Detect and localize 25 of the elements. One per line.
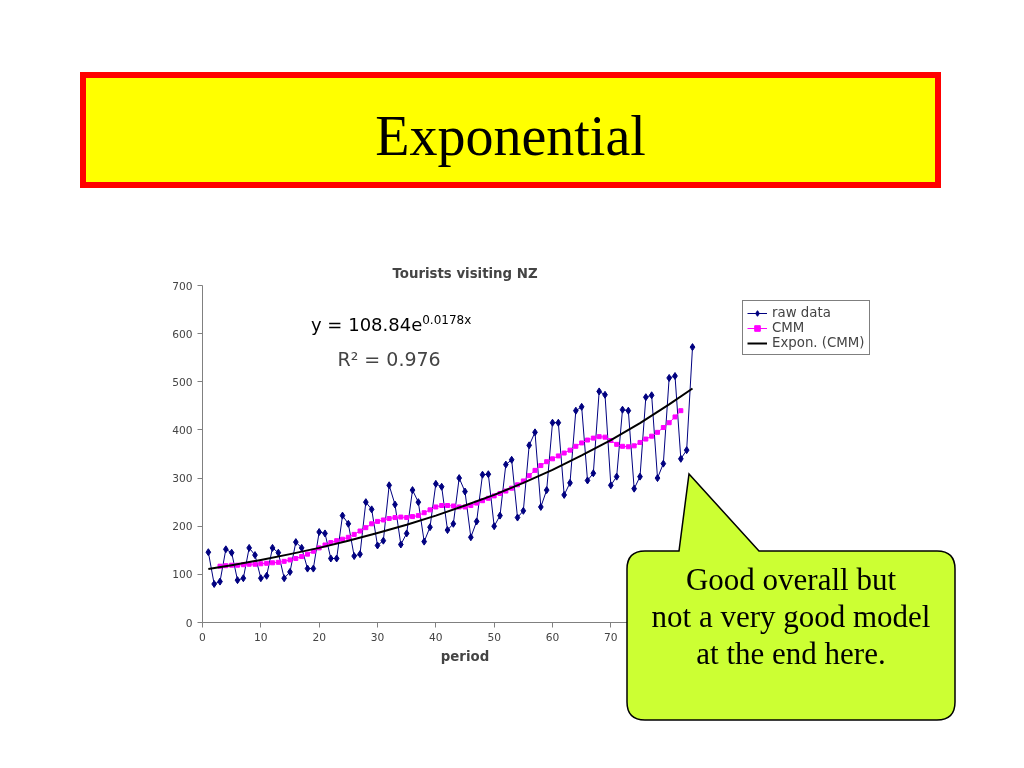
x-tick-label: 50 — [487, 630, 502, 644]
y-tick-label: 0 — [185, 616, 193, 630]
x-tick-label: 40 — [429, 630, 443, 644]
legend-label: raw data — [772, 305, 831, 320]
annotation: Good overall but not a very good model at the end here. — [650, 561, 932, 672]
legend-label: CMM — [772, 320, 805, 335]
chart-subtitle: Tourists visiting NZ — [392, 265, 538, 281]
y-tick-label: 500 — [172, 375, 193, 389]
x-tick-label: 70 — [604, 630, 618, 644]
y-tick-label: 300 — [172, 472, 193, 486]
legend-label: Expon. (CMM) — [772, 335, 865, 350]
x-tick-label: 60 — [545, 630, 560, 644]
y-tick-label: 100 — [172, 568, 193, 582]
x-tick-label: 30 — [370, 630, 385, 644]
y-tick-label: 600 — [172, 327, 193, 341]
x-tick-label: 0 — [199, 630, 207, 644]
y-tick-label: 200 — [172, 520, 193, 534]
x-axis-title: period — [440, 648, 490, 664]
chart-title: Exponential — [375, 104, 646, 169]
y-tick-label: 400 — [172, 423, 193, 437]
x-tick-label: 20 — [312, 630, 327, 644]
x-tick-label: 10 — [254, 630, 268, 644]
annotation: y = 108.84e$^{0.0178x}$ — [311, 312, 472, 337]
annotation: R² = 0.976 — [337, 347, 441, 370]
y-tick-label: 700 — [172, 279, 193, 293]
